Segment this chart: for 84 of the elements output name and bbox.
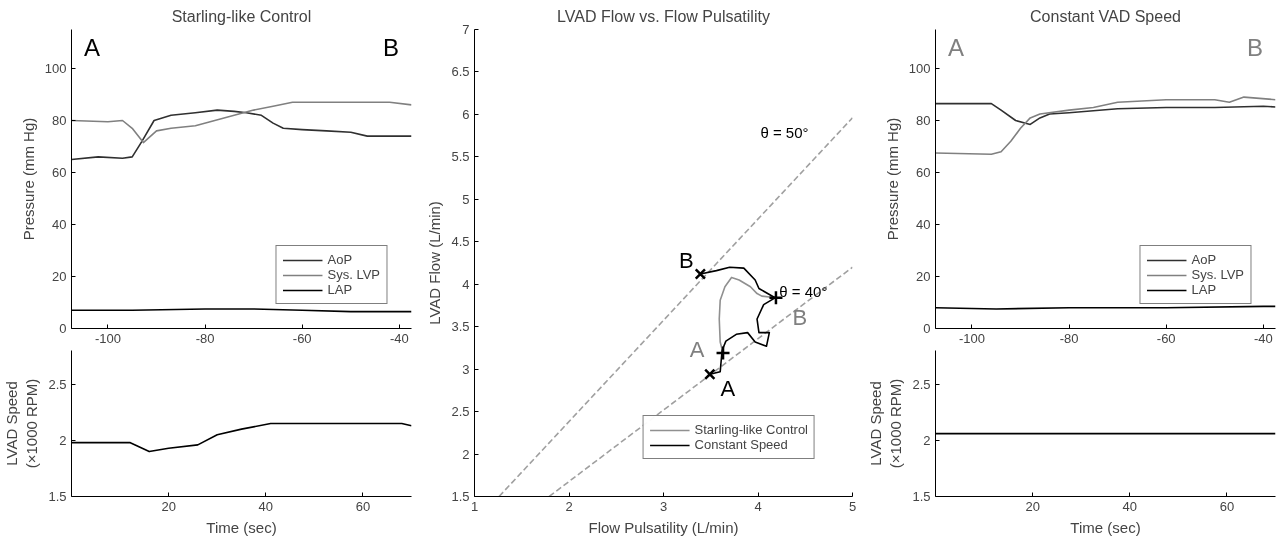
chart-title: Constant VAD Speed xyxy=(1030,7,1181,25)
y-tick-label: 1.5 xyxy=(48,489,67,504)
y-tick-label: 2 xyxy=(923,432,931,448)
y-tick-label: 20 xyxy=(916,269,931,284)
point xyxy=(715,345,731,361)
y-tick-label: 2.5 xyxy=(48,376,67,392)
y-tick-label: 3 xyxy=(462,361,470,377)
x-axis-title: Flow Pulsatility (L/min) xyxy=(588,518,739,536)
legend-label: AoP xyxy=(327,252,353,267)
y-tick-label: 20 xyxy=(52,269,67,284)
y-axis-title: LVAD Speed (×1000 RPM) xyxy=(867,378,905,469)
annotation: A xyxy=(689,336,705,362)
y-axis-title: Pressure (mm Hg) xyxy=(19,117,37,241)
y-axis-title: Pressure (mm Hg) xyxy=(883,117,901,241)
x-tick-label: -100 xyxy=(94,330,121,346)
line-series xyxy=(935,96,1276,156)
x-tick-label: -40 xyxy=(389,330,409,346)
y-tick-label: 5 xyxy=(462,191,470,207)
legend-label: LAP xyxy=(327,282,353,297)
y-tick-label: 2 xyxy=(59,432,67,448)
x-tick-label: 3 xyxy=(659,498,668,514)
y-tick-label: 1.5 xyxy=(451,489,470,504)
y-axis-title: LVAD Flow (L/min) xyxy=(426,201,444,325)
x-tick-label: -60 xyxy=(1156,330,1176,346)
y-tick-label: 100 xyxy=(908,61,931,76)
chart-title: LVAD Flow vs. Flow Pulsatility xyxy=(557,7,770,25)
x-tick-label: 5 xyxy=(848,498,857,514)
y-tick-label: 100 xyxy=(44,61,67,76)
y-tick-label: 6.5 xyxy=(451,64,470,80)
y-tick-label: 4.5 xyxy=(451,234,470,250)
point xyxy=(694,268,707,280)
y-tick-label: 0 xyxy=(59,321,67,336)
y-tick-label: 40 xyxy=(916,217,931,232)
y-tick-label: 2.5 xyxy=(451,404,470,420)
legend-label: Constant Speed xyxy=(694,437,788,452)
y-tick-label: 2 xyxy=(462,446,470,462)
annotation: A xyxy=(83,33,100,61)
point xyxy=(703,368,716,381)
y-tick-label: 4 xyxy=(462,276,470,292)
y-tick-label: 2.5 xyxy=(912,376,931,392)
x-tick-label: 40 xyxy=(258,498,274,514)
y-tick-label: 7 xyxy=(462,22,470,37)
x-axis-title: Time (sec) xyxy=(1070,518,1141,536)
annotation: θ = 50° xyxy=(760,123,809,141)
line-series xyxy=(935,102,1276,126)
chart-title: Starling-like Control xyxy=(171,7,312,25)
x-tick-label: -80 xyxy=(195,330,215,346)
y-tick-label: 40 xyxy=(52,217,67,232)
x-axis-title: Time (sec) xyxy=(206,518,277,536)
x-tick-label: -100 xyxy=(958,330,985,346)
x-tick-label: 60 xyxy=(1219,498,1235,514)
annotation: θ = 40° xyxy=(779,282,828,300)
x-tick-label: 60 xyxy=(355,498,371,514)
y-tick-label: 60 xyxy=(52,165,67,180)
annotation: A xyxy=(947,33,964,61)
y-axis-title: LVAD Speed (×1000 RPM) xyxy=(3,378,41,469)
x-tick-label: 40 xyxy=(1122,498,1138,514)
legend-label: Sys. LVP xyxy=(327,267,380,282)
y-tick-label: 0 xyxy=(923,321,931,336)
annotation: B xyxy=(792,305,808,331)
x-tick-label: 4 xyxy=(754,498,762,514)
y-tick-label: 1.5 xyxy=(912,489,931,504)
annotation: A xyxy=(720,375,736,401)
x-tick-label: 1 xyxy=(470,498,479,514)
x-tick-label: 2 xyxy=(565,498,573,514)
x-tick-label: 20 xyxy=(161,498,176,514)
y-tick-label: 3.5 xyxy=(451,319,470,335)
annotation: B xyxy=(679,247,694,273)
legend-label: Starling-like Control xyxy=(694,422,808,437)
y-tick-label: 80 xyxy=(916,113,931,128)
x-tick-label: -60 xyxy=(292,330,312,346)
legend-label: Sys. LVP xyxy=(1191,267,1244,282)
y-tick-label: 80 xyxy=(52,113,67,128)
y-tick-label: 60 xyxy=(916,165,931,180)
x-tick-label: 20 xyxy=(1025,498,1040,514)
y-tick-label: 5.5 xyxy=(451,149,470,165)
legend-label: AoP xyxy=(1191,252,1217,267)
annotation: B xyxy=(383,33,400,61)
y-tick-label: 6 xyxy=(462,106,470,122)
x-tick-label: -80 xyxy=(1059,330,1079,346)
line-series xyxy=(71,109,412,161)
legend-label: LAP xyxy=(1191,282,1217,297)
x-tick-label: -40 xyxy=(1253,330,1273,346)
annotation: B xyxy=(1247,33,1264,61)
